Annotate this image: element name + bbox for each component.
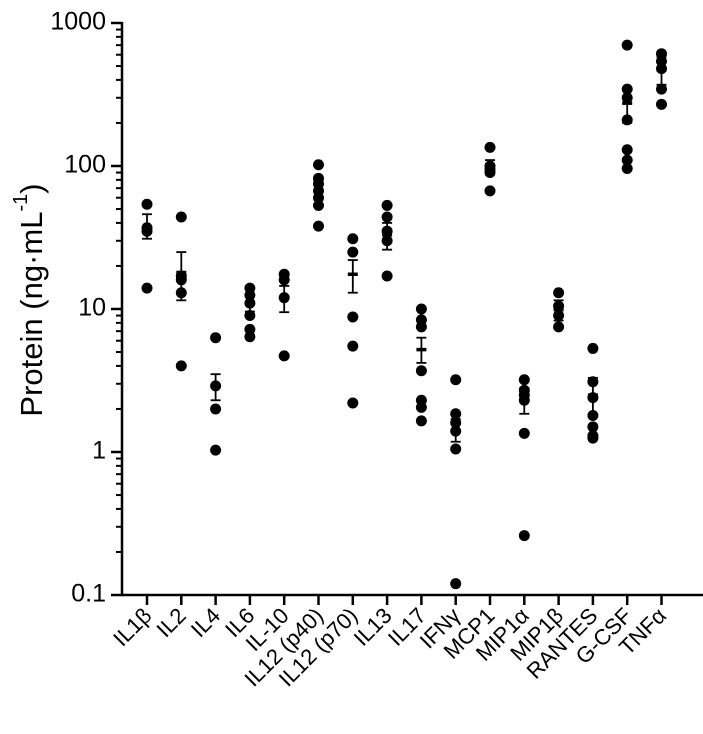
data-point bbox=[381, 199, 393, 211]
data-point bbox=[518, 530, 530, 542]
y-tick-label: 0.1 bbox=[71, 580, 106, 608]
data-point bbox=[621, 83, 633, 95]
y-tick-label: 100 bbox=[64, 151, 106, 179]
data-point bbox=[210, 332, 222, 344]
data-point bbox=[313, 199, 324, 211]
data-point bbox=[621, 163, 633, 175]
data-point bbox=[450, 425, 462, 437]
x-tick-label: IL1β bbox=[108, 603, 156, 651]
data-point bbox=[450, 408, 462, 420]
data-point bbox=[347, 311, 359, 323]
data-point bbox=[484, 185, 496, 197]
data-point bbox=[450, 374, 462, 386]
y-tick-label: 1000 bbox=[50, 8, 106, 36]
data-point bbox=[415, 303, 427, 315]
data-point bbox=[381, 270, 393, 282]
data-point bbox=[656, 98, 667, 110]
y-axis-title-superscript: -1 bbox=[10, 194, 32, 212]
data-point bbox=[244, 289, 256, 301]
data-point bbox=[278, 292, 290, 304]
data-point bbox=[381, 211, 393, 223]
x-tick-label: IL4 bbox=[186, 603, 225, 642]
data-point bbox=[175, 287, 187, 299]
data-point bbox=[381, 235, 393, 247]
y-tick-label: 1 bbox=[92, 437, 106, 465]
data-point bbox=[415, 321, 427, 333]
data-point bbox=[244, 297, 256, 309]
data-point bbox=[175, 211, 187, 223]
data-point bbox=[587, 342, 599, 354]
data-point bbox=[210, 380, 222, 392]
data-point bbox=[141, 225, 153, 237]
data-point bbox=[621, 39, 633, 51]
data-point bbox=[347, 246, 359, 258]
data-point bbox=[656, 63, 667, 75]
data-point bbox=[621, 114, 633, 126]
data-point bbox=[484, 167, 496, 179]
data-point bbox=[621, 92, 633, 104]
data-point bbox=[210, 403, 222, 415]
data-point bbox=[347, 340, 359, 352]
data-point bbox=[587, 409, 599, 421]
data-point bbox=[278, 274, 290, 286]
data-point bbox=[553, 300, 565, 312]
data-point bbox=[141, 282, 153, 294]
data-point bbox=[484, 141, 496, 153]
data-point bbox=[415, 365, 427, 377]
data-point bbox=[518, 427, 530, 439]
y-ticks: 0.1 1 10 100 1000 bbox=[50, 8, 122, 608]
data-point bbox=[415, 401, 427, 413]
data-point bbox=[244, 310, 256, 322]
data-point bbox=[553, 287, 565, 299]
data-point bbox=[553, 321, 565, 333]
data-point bbox=[210, 444, 222, 456]
data-point bbox=[450, 443, 462, 455]
data-point bbox=[381, 225, 393, 237]
data-point bbox=[587, 432, 599, 444]
data-point bbox=[621, 144, 633, 156]
data-point bbox=[313, 192, 324, 204]
data-point bbox=[518, 374, 530, 386]
data-marks bbox=[141, 39, 667, 590]
y-tick-label: 10 bbox=[78, 294, 106, 322]
data-point bbox=[347, 233, 359, 245]
y-axis-title-main: Protein (ng·mL bbox=[14, 212, 49, 417]
data-point bbox=[450, 578, 462, 590]
y-axis: 0.1 1 10 100 1000 bbox=[50, 8, 124, 608]
data-point bbox=[278, 350, 290, 362]
data-point bbox=[347, 397, 359, 409]
x-tick-label: IL2 bbox=[152, 603, 191, 642]
data-point bbox=[518, 394, 530, 406]
data-point bbox=[313, 220, 324, 232]
data-point bbox=[415, 415, 427, 427]
data-point bbox=[587, 421, 599, 433]
data-point bbox=[587, 376, 599, 388]
data-point bbox=[553, 310, 565, 322]
data-point bbox=[450, 417, 462, 429]
data-point bbox=[175, 360, 187, 372]
data-point bbox=[621, 154, 633, 166]
y-axis-title-suffix: ) bbox=[14, 183, 49, 193]
y-axis-title: Protein (ng·mL-1) bbox=[10, 183, 49, 416]
data-point bbox=[656, 83, 667, 95]
data-point bbox=[587, 392, 599, 404]
data-point bbox=[141, 198, 153, 210]
data-point bbox=[244, 331, 256, 343]
data-point bbox=[313, 159, 324, 171]
data-point bbox=[175, 274, 187, 286]
data-point bbox=[656, 48, 667, 60]
